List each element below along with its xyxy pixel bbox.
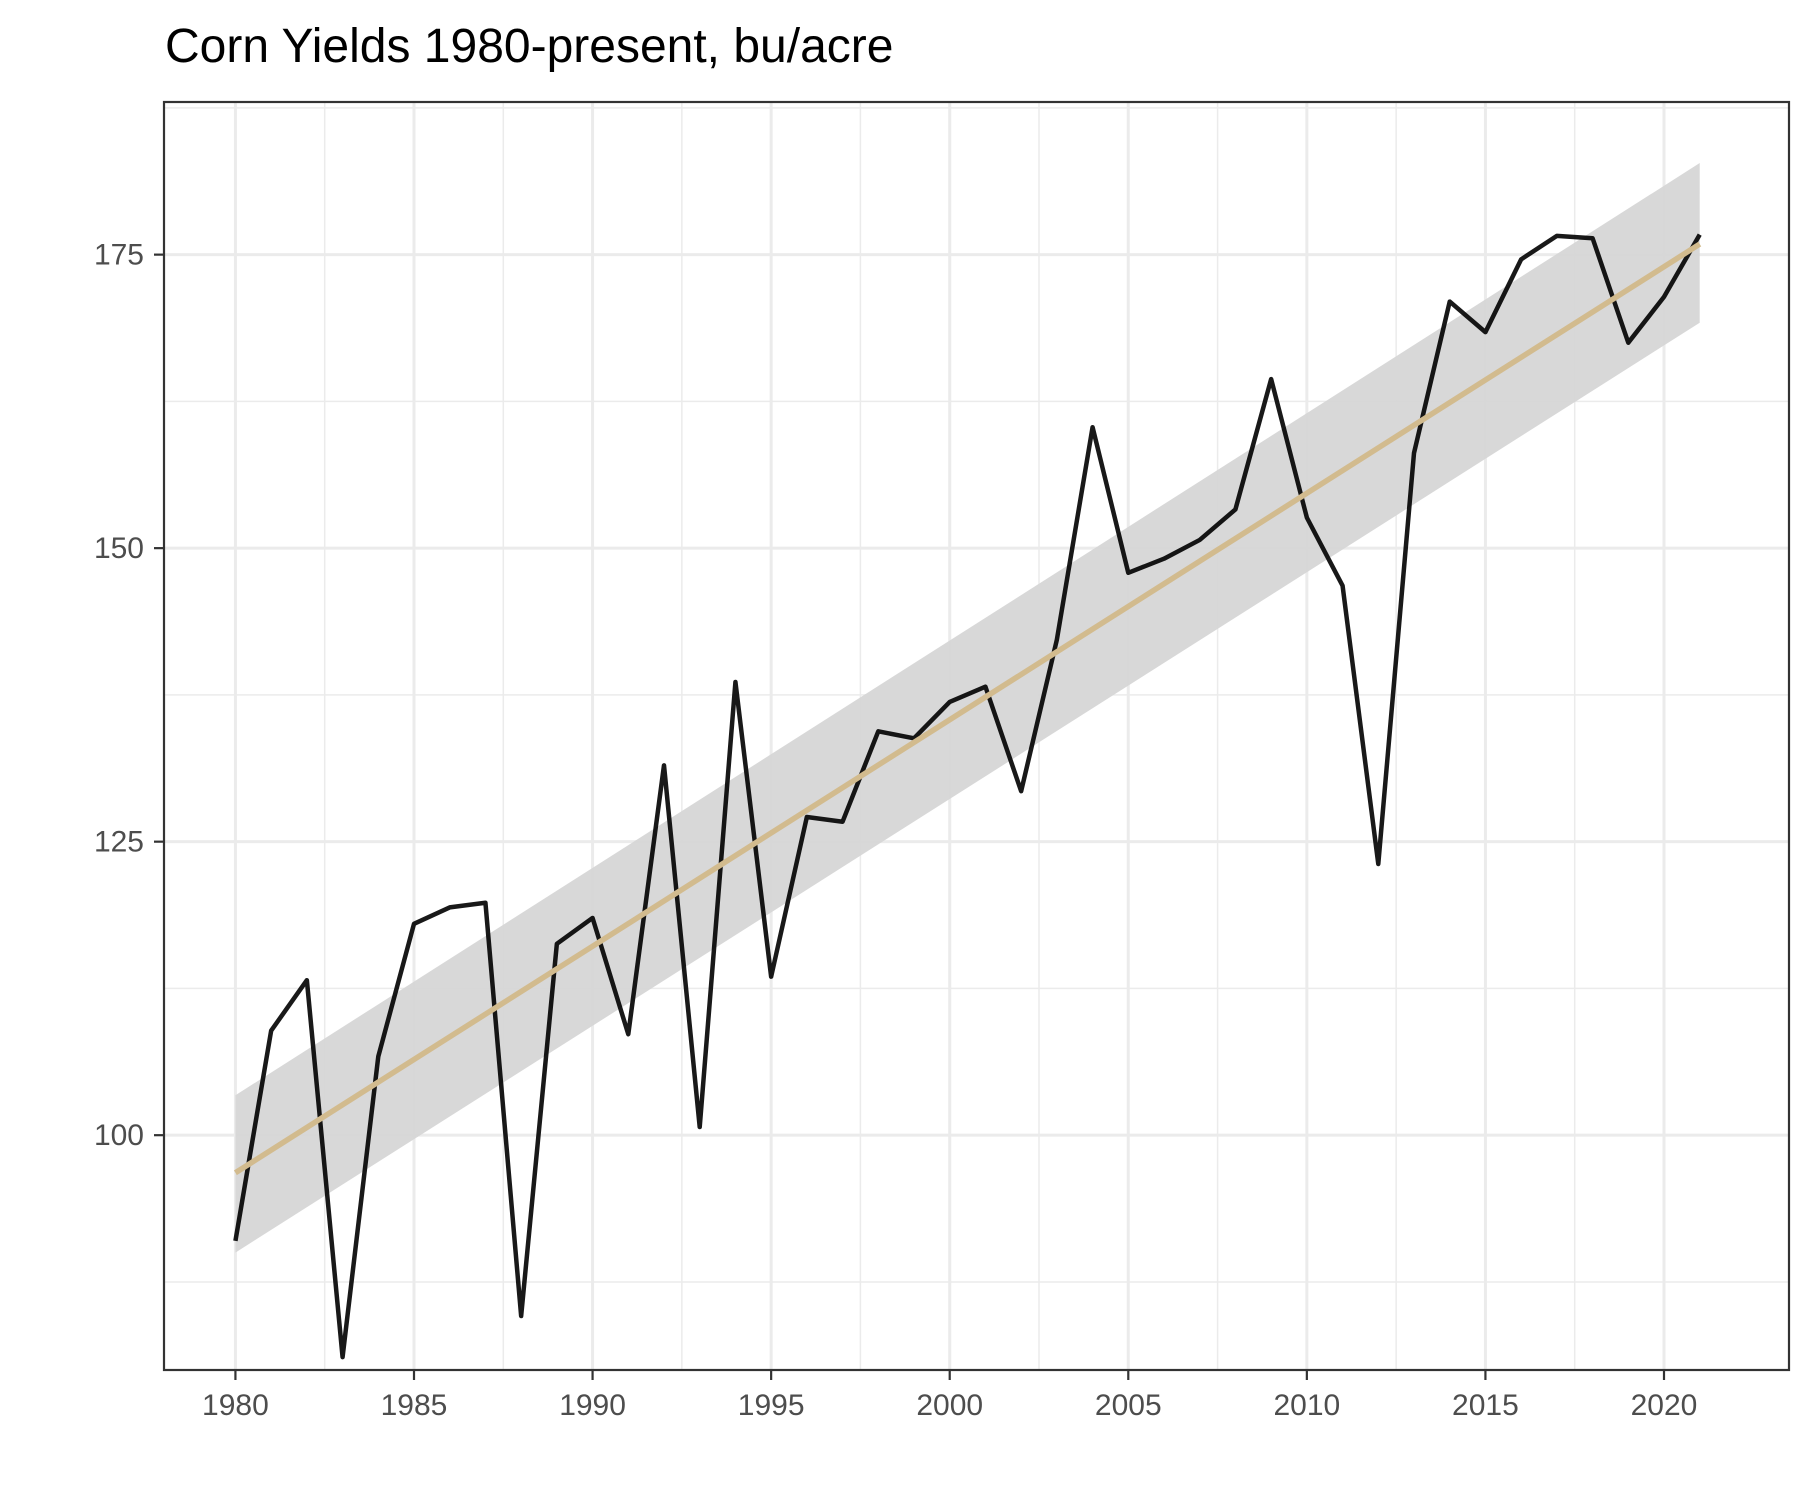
trend-layer [233,241,1702,1176]
y-tick-label: 150 [94,532,144,565]
x-tick-label: 1990 [559,1389,626,1422]
y-tick-label: 175 [94,239,144,272]
x-tick-label: 2010 [1273,1389,1340,1422]
series-layer [233,233,1702,1360]
axis-layer: 1980 1985 1990 1995 2000 2005 2010 2015 2020 100 1… [94,239,1697,1422]
x-tick-label: 1995 [738,1389,805,1422]
x-tick-label: 1985 [381,1389,448,1422]
chart-title: Corn Yields 1980-present, bu/acre [165,20,893,73]
x-tick-label: 1980 [202,1389,269,1422]
y-tick-label: 125 [94,826,144,859]
x-tick-label: 2000 [916,1389,983,1422]
x-tick-label: 2020 [1631,1389,1698,1422]
trend-line [233,241,1702,1176]
x-tick-label: 2015 [1452,1389,1519,1422]
plot-panel-border [162,100,1791,1372]
x-tick-label: 2005 [1095,1389,1162,1422]
y-tick-label: 100 [94,1119,144,1152]
series-line [233,233,1702,1360]
